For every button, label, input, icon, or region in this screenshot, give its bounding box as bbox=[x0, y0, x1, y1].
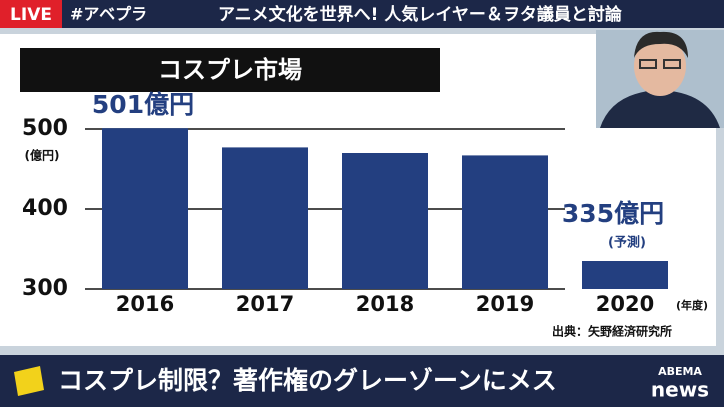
value-label: 335億円 bbox=[562, 199, 664, 228]
hashtag: #アベプラ bbox=[70, 5, 147, 24]
x-tick-label: 2017 bbox=[236, 292, 294, 316]
bar bbox=[462, 155, 548, 289]
live-text: LIVE bbox=[10, 5, 52, 25]
x-tick-label: 2018 bbox=[356, 292, 414, 316]
x-tick-label: 2016 bbox=[116, 292, 174, 316]
y-tick-label: 500 bbox=[22, 116, 68, 141]
caption-text: コスプレ制限？著作権のグレーゾーンにメス bbox=[58, 366, 557, 395]
y-unit: (億円) bbox=[25, 148, 60, 163]
x-tick-label: 2020 bbox=[596, 292, 654, 316]
x-tick-label: 2019 bbox=[476, 292, 534, 316]
title-band bbox=[20, 48, 440, 92]
header-bar bbox=[0, 0, 724, 28]
y-tick-label: 300 bbox=[22, 276, 68, 301]
y-tick-label: 400 bbox=[22, 196, 68, 221]
bar bbox=[342, 153, 428, 289]
value-label: 501億円 bbox=[92, 90, 194, 119]
x-unit: (年度) bbox=[676, 298, 708, 312]
chart-title: コスプレ市場 bbox=[158, 56, 302, 84]
caption-bar bbox=[0, 355, 724, 407]
topic: アニメ文化を世界へ! 人気レイヤー＆ヲタ議員と討論 bbox=[218, 4, 623, 25]
source: 出典：矢野経済研究所 bbox=[552, 324, 672, 339]
logo-top: ABEMA bbox=[658, 365, 702, 378]
bar bbox=[102, 128, 188, 289]
caption-icon bbox=[14, 366, 44, 396]
plot: 300 400 500 2016 501億円 2017 2018 2019 2020 335億円 (… bbox=[22, 90, 668, 316]
bar bbox=[582, 261, 668, 289]
forecast-note: (予測) bbox=[608, 235, 646, 251]
logo-bottom: news bbox=[651, 378, 709, 402]
speaker-video bbox=[596, 30, 724, 128]
bar bbox=[222, 147, 308, 289]
live-badge bbox=[0, 0, 62, 28]
